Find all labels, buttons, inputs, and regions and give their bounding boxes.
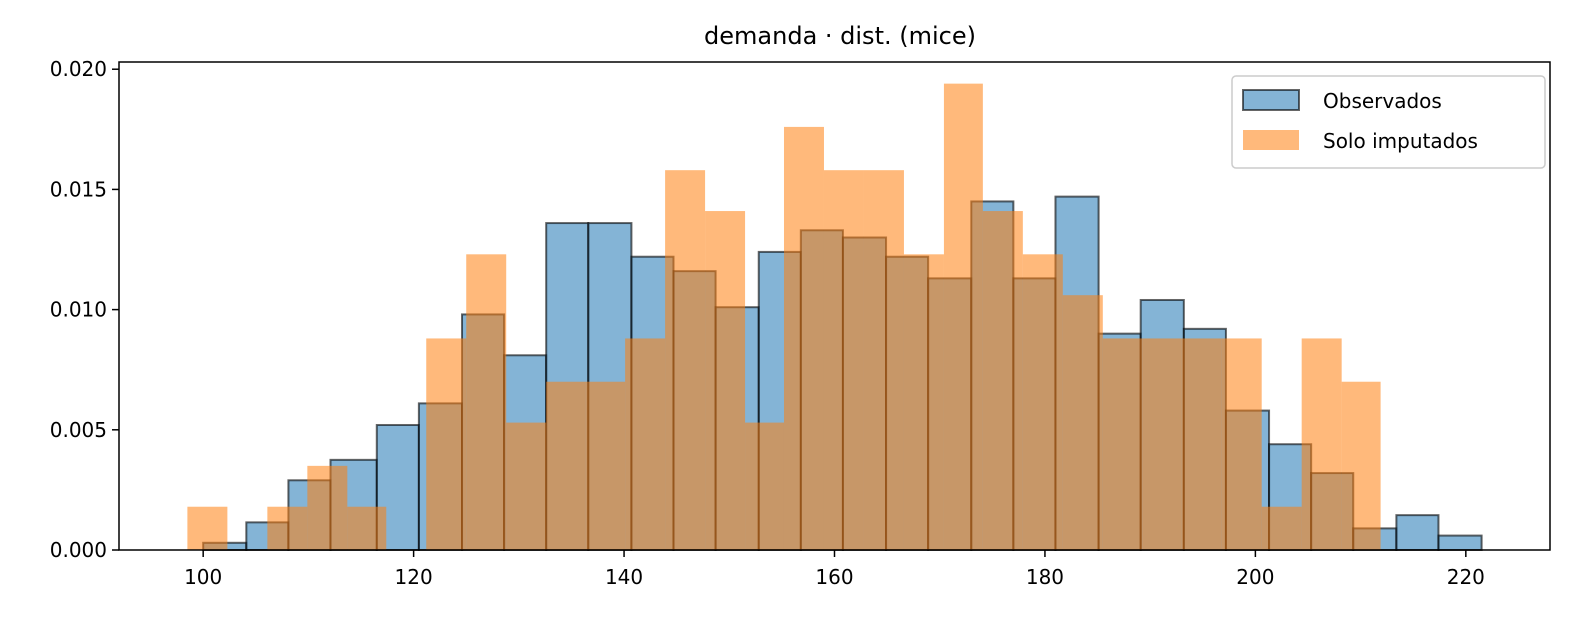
x-tick-label: 160	[815, 565, 853, 589]
bar	[307, 465, 348, 550]
chart-title: demanda · dist. (mice)	[704, 22, 976, 50]
bar	[1181, 338, 1222, 550]
y-tick-label: 0.000	[50, 538, 107, 562]
bar	[546, 381, 586, 550]
y-tick-label: 0.015	[50, 177, 107, 201]
bar	[1022, 254, 1063, 550]
bar	[347, 506, 387, 550]
bar	[1437, 534, 1483, 551]
bar	[1102, 338, 1143, 550]
bar	[1341, 381, 1381, 550]
bar	[745, 422, 784, 550]
bar	[625, 338, 666, 550]
x-tick-label: 180	[1026, 565, 1064, 589]
x-tick-label: 140	[605, 565, 643, 589]
bar	[943, 83, 983, 550]
legend-label: Observados	[1323, 89, 1442, 113]
bar	[187, 506, 228, 550]
x-tick-label: 100	[184, 565, 222, 589]
bar	[783, 126, 824, 550]
x-tick-label: 200	[1236, 565, 1274, 589]
bar	[665, 170, 706, 550]
bar	[1221, 338, 1262, 550]
bar	[863, 170, 904, 550]
x-axis: 100 120 140 160 180 200 220	[184, 550, 1485, 589]
legend: Observados Solo imputados	[1231, 75, 1546, 169]
bar	[982, 211, 1023, 550]
bar	[466, 254, 507, 550]
bar	[1395, 514, 1440, 552]
legend-swatch	[1243, 130, 1299, 150]
y-tick-label: 0.020	[50, 57, 107, 81]
bar	[267, 506, 308, 550]
bar	[506, 422, 547, 550]
y-axis: 0.000 0.005 0.010 0.015 0.020	[50, 57, 119, 562]
bar	[426, 338, 467, 550]
bar	[903, 254, 944, 550]
bar	[705, 211, 746, 550]
legend-swatch	[1242, 89, 1300, 111]
y-tick-label: 0.010	[50, 298, 107, 322]
y-tick-label: 0.005	[50, 418, 107, 442]
legend-box	[1231, 75, 1546, 169]
bar	[1142, 338, 1182, 550]
bar	[823, 170, 864, 550]
series-solo-imputados	[187, 83, 1381, 550]
bar	[1261, 506, 1302, 550]
bars-layer	[187, 83, 1483, 552]
x-tick-label: 120	[395, 565, 433, 589]
bar	[1301, 338, 1342, 550]
bar	[585, 381, 626, 550]
legend-label: Solo imputados	[1323, 129, 1478, 153]
x-tick-label: 220	[1447, 565, 1485, 589]
bar	[1062, 295, 1103, 550]
